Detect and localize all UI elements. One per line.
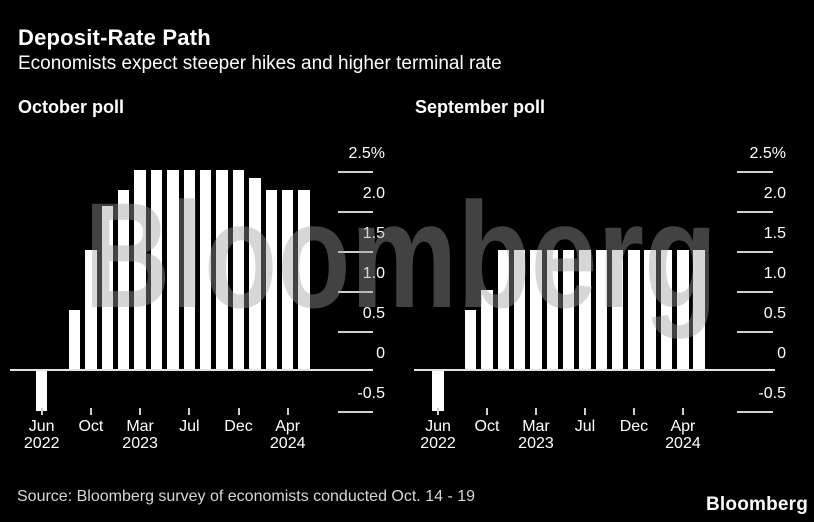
x-tick-label-apr-2024-line1: Apr [275, 417, 301, 435]
x-tick-mark-mar-2023 [139, 407, 142, 415]
y-tick-label-1-5: 1.5 [763, 224, 786, 242]
x-tick-mark-apr-2024 [681, 407, 684, 415]
bar-sep-2022 [464, 310, 477, 370]
x-tick-label-oct-line1: Oct [474, 417, 500, 435]
y-tick-label-2-5-: 2.5% [749, 144, 786, 162]
y-tick-line-2-0 [338, 210, 373, 213]
x-tick-mark-jul [188, 407, 191, 415]
bar-feb-2023 [513, 250, 526, 370]
x-tick-mark-mar-2023 [534, 407, 537, 415]
x-axis-line [10, 369, 373, 371]
bar-mar-2024 [660, 250, 673, 370]
y-tick-line--0-5 [338, 410, 373, 413]
bloomberg-logo: Bloomberg [706, 494, 809, 515]
bar-jun-2022 [432, 371, 444, 411]
bar-oct-2022 [85, 250, 97, 370]
x-tick-label-apr-2024-line2: 2024 [269, 435, 306, 452]
x-axis-line [414, 369, 775, 371]
bar-dec-2022 [101, 206, 114, 370]
x-tick-mark-jun-2022 [40, 407, 43, 415]
bar-mar-2023 [530, 250, 542, 370]
x-tick-mark-dec [632, 407, 635, 415]
bar-may-2023 [150, 170, 163, 370]
x-tick-label-dec-line1: Dec [619, 417, 649, 435]
bar-dec-2022 [497, 250, 510, 370]
x-tick-label-dec-line1: Dec [224, 417, 253, 435]
x-tick-label-apr-2024-line2: 2024 [665, 435, 701, 452]
bar-apr-2024 [677, 250, 689, 370]
y-tick-line-1-0 [737, 290, 773, 293]
bar-jun-2024 [298, 190, 310, 370]
y-tick-label-0-5: 0.5 [362, 304, 385, 322]
y-tick-line-1-5 [737, 250, 773, 253]
bar-sep-2023 [595, 250, 608, 370]
x-tick-label-jun-2022-line2: 2022 [420, 435, 456, 452]
x-tick-label-jun-2022-line1: Jun [28, 417, 55, 435]
y-tick-label-2-5-: 2.5% [348, 144, 385, 162]
bar-dec-2023 [232, 170, 245, 370]
bar-oct-2022 [481, 290, 493, 370]
y-tick-label-2-0: 2.0 [362, 184, 385, 202]
y-tick-line--0-5 [737, 410, 773, 413]
x-tick-mark-oct [89, 407, 92, 415]
x-tick-mark-apr-2024 [286, 407, 289, 415]
bar-mar-2024 [265, 190, 278, 370]
y-tick-label-0: 0 [376, 344, 385, 362]
source-note: Source: Bloomberg survey of economists c… [17, 488, 476, 505]
bar-jun-2023 [167, 170, 179, 370]
x-tick-mark-oct [485, 407, 488, 415]
y-tick-line-2-0 [737, 210, 773, 213]
bar-jun-2023 [562, 250, 575, 370]
y-tick-label--0-5: -0.5 [758, 384, 786, 402]
y-tick-line-0-5 [737, 330, 773, 333]
x-tick-label-mar-2023-line1: Mar [126, 417, 154, 435]
bar-may-2023 [546, 250, 559, 370]
bar-jan-2024 [249, 178, 261, 370]
y-tick-line-1-0 [338, 290, 373, 293]
bar-jun-2022 [35, 371, 48, 411]
x-tick-label-jul-line1: Jul [179, 417, 200, 435]
figure-title: Deposit-Rate Path [18, 25, 211, 50]
bar-dec-2023 [628, 250, 640, 370]
y-tick-label-1-0: 1.0 [763, 264, 786, 282]
x-tick-label-mar-2023-line1: Mar [522, 417, 550, 435]
y-tick-label-2-0: 2.0 [763, 184, 786, 202]
y-tick-label-1-5: 1.5 [362, 224, 385, 242]
x-tick-label-jun-2022-line2: 2022 [23, 435, 60, 452]
bar-mar-2023 [134, 170, 146, 370]
x-tick-label-oct-line1: Oct [78, 417, 104, 435]
y-tick-label-0: 0 [777, 344, 786, 362]
y-tick-line-2-5- [737, 170, 773, 173]
bar-jun-2024 [693, 250, 706, 370]
bar-sep-2022 [68, 310, 81, 370]
y-tick-line-1-5 [338, 250, 373, 253]
chart-title-october: October poll [18, 97, 125, 117]
x-tick-label-mar-2023-line2: 2023 [518, 435, 554, 452]
y-tick-line-2-5- [338, 170, 373, 173]
bar-jul-2023 [183, 170, 196, 370]
figure-subtitle: Economists expect steeper hikes and high… [18, 53, 502, 74]
bar-apr-2024 [281, 190, 294, 370]
x-tick-mark-jul [583, 407, 586, 415]
bar-feb-2023 [117, 190, 130, 370]
x-tick-label-mar-2023-line2: 2023 [122, 435, 158, 452]
bar-sep-2023 [199, 170, 212, 370]
x-tick-label-jul-line1: Jul [574, 417, 596, 435]
y-tick-line-0-5 [338, 330, 373, 333]
y-tick-label--0-5: -0.5 [357, 384, 385, 402]
bar-jan-2024 [644, 250, 657, 370]
y-tick-label-0-5: 0.5 [763, 304, 786, 322]
bar-oct-2023 [611, 250, 624, 370]
bar-jul-2023 [579, 250, 591, 370]
x-tick-mark-dec [237, 407, 240, 415]
x-tick-label-jun-2022-line1: Jun [425, 417, 451, 435]
bar-oct-2023 [216, 170, 228, 370]
x-tick-mark-jun-2022 [437, 407, 439, 415]
y-tick-label-1-0: 1.0 [362, 264, 385, 282]
x-tick-label-apr-2024-line1: Apr [670, 417, 696, 435]
chart-title-september: September poll [415, 97, 546, 117]
